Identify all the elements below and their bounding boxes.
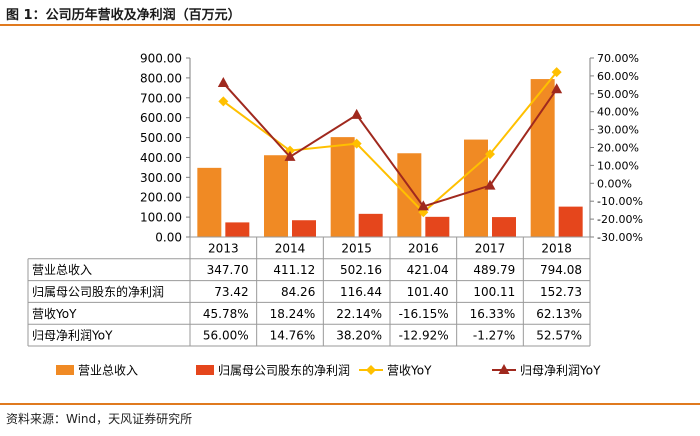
figure-title: 图 1：公司历年营收及净利润（百万元）: [6, 8, 241, 23]
source-note: 资料来源：Wind，天风证券研究所: [6, 412, 193, 426]
profit-yoy-marker: [217, 77, 229, 88]
profit-yoy-row-label: 归母净利润YoY: [32, 329, 113, 343]
revenue-yoy-row-value: 16.33%: [470, 307, 516, 321]
profit-yoy-row-value: 56.00%: [203, 329, 249, 343]
left-axis-tick-label: 500.00: [140, 131, 182, 145]
legend-profit-yoy-marker: [498, 364, 510, 374]
net-profit-bar: [225, 222, 250, 237]
profit-yoy-row-value: -1.27%: [473, 329, 515, 343]
left-axis-tick-label: 0.00: [155, 231, 182, 245]
revenue-row-value: 421.04: [407, 263, 449, 277]
left-axis-tick-label: 800.00: [140, 71, 182, 85]
net-profit-row-value: 152.73: [540, 285, 582, 299]
category-label: 2015: [341, 241, 372, 255]
left-axis-tick-label: 700.00: [140, 91, 182, 105]
category-label: 2014: [275, 241, 306, 255]
legend-label: 归属母公司股东的净利润: [218, 363, 350, 378]
right-axis-tick-label: 10.00%: [597, 159, 639, 172]
source-rule: [0, 403, 700, 405]
net-profit-row-value: 101.40: [407, 285, 449, 299]
revenue-yoy-row-label: 营收YoY: [32, 307, 77, 321]
revenue-yoy-row-value: 45.78%: [203, 307, 249, 321]
revenue-row-value: 347.70: [207, 263, 249, 277]
legend-revenue-swatch: [56, 365, 74, 375]
left-axis-tick-label: 200.00: [140, 191, 182, 205]
right-axis-tick-label: 70.00%: [597, 52, 639, 65]
left-axis-tick-label: 300.00: [140, 171, 182, 185]
category-label: 2018: [541, 241, 572, 255]
revenue-row-label: 营业总收入: [32, 263, 92, 277]
revenue-row-value: 411.12: [273, 263, 315, 277]
left-axis-tick-label: 900.00: [140, 52, 182, 66]
left-axis-tick-label: 100.00: [140, 211, 182, 225]
right-axis-tick-label: 60.00%: [597, 70, 639, 83]
right-axis-tick-label: 30.00%: [597, 124, 639, 137]
net-profit-bar: [292, 220, 316, 237]
profit-yoy-marker: [284, 150, 296, 161]
revenue-yoy-marker: [351, 138, 362, 149]
profit-yoy-marker: [484, 179, 496, 190]
net-profit-row-value: 100.11: [473, 285, 515, 299]
revenue-yoy-row-value: 22.14%: [336, 307, 382, 321]
right-axis-tick-label: -20.00%: [597, 213, 643, 226]
right-axis-tick-label: 0.00%: [597, 177, 632, 190]
revenue-bar: [197, 167, 222, 237]
legend-label: 归母净利润YoY: [520, 364, 601, 378]
legend-net-profit-swatch: [196, 365, 214, 375]
category-label: 2016: [408, 241, 439, 255]
left-axis-tick-label: 600.00: [140, 111, 182, 125]
profit-yoy-marker: [551, 83, 563, 94]
right-axis-tick-label: -10.00%: [597, 195, 643, 208]
net-profit-row-value: 116.44: [340, 285, 382, 299]
right-axis-tick-label: -30.00%: [597, 231, 643, 244]
revenue-bar: [264, 155, 288, 237]
legend-label: 营业总收入: [78, 364, 138, 378]
right-axis-tick-label: 20.00%: [597, 142, 639, 155]
right-axis-tick-label: 50.00%: [597, 88, 639, 101]
revenue-bar: [330, 137, 355, 237]
profit-yoy-marker: [351, 108, 363, 119]
category-label: 2013: [208, 241, 239, 255]
revenue-row-value: 794.08: [540, 263, 582, 277]
net-profit-row-value: 84.26: [281, 285, 315, 299]
revenue-yoy-line: [222, 71, 558, 214]
revenue-yoy-row-value: -16.15%: [399, 307, 449, 321]
net-profit-row-value: 73.42: [214, 285, 248, 299]
profit-yoy-row-value: 52.57%: [536, 329, 582, 343]
net-profit-bar: [358, 213, 383, 237]
net-profit-bar: [558, 206, 583, 237]
legend-label: 营收YoY: [387, 364, 432, 378]
revenue-yoy-row-value: 62.13%: [536, 307, 582, 321]
revenue-row-value: 502.16: [340, 263, 382, 277]
net-profit-row-label: 归属母公司股东的净利润: [32, 284, 164, 299]
legend-revenue-yoy-marker: [366, 365, 376, 375]
profit-yoy-row-value: 38.20%: [336, 329, 382, 343]
right-axis-tick-label: 40.00%: [597, 106, 639, 119]
net-profit-bar: [425, 216, 450, 237]
revenue-yoy-row-value: 18.24%: [270, 307, 316, 321]
revenue-yoy-marker: [485, 149, 495, 160]
category-label: 2017: [475, 241, 506, 255]
revenue-profit-chart: 900.00 800.00 700.00 600.00 500.00 400.00 300.…: [27, 52, 643, 378]
revenue-yoy-marker: [218, 96, 229, 107]
title-rule: [0, 24, 700, 26]
profit-yoy-line: [222, 82, 558, 208]
revenue-row-value: 489.79: [473, 263, 515, 277]
profit-yoy-row-value: 14.76%: [270, 329, 316, 343]
left-axis-tick-label: 400.00: [140, 151, 182, 165]
profit-yoy-marker: [417, 200, 429, 211]
profit-yoy-row-value: -12.92%: [399, 329, 449, 343]
revenue-yoy-marker: [551, 67, 562, 78]
revenue-bar: [397, 153, 422, 237]
revenue-bar: [530, 79, 555, 237]
net-profit-bar: [492, 217, 516, 237]
